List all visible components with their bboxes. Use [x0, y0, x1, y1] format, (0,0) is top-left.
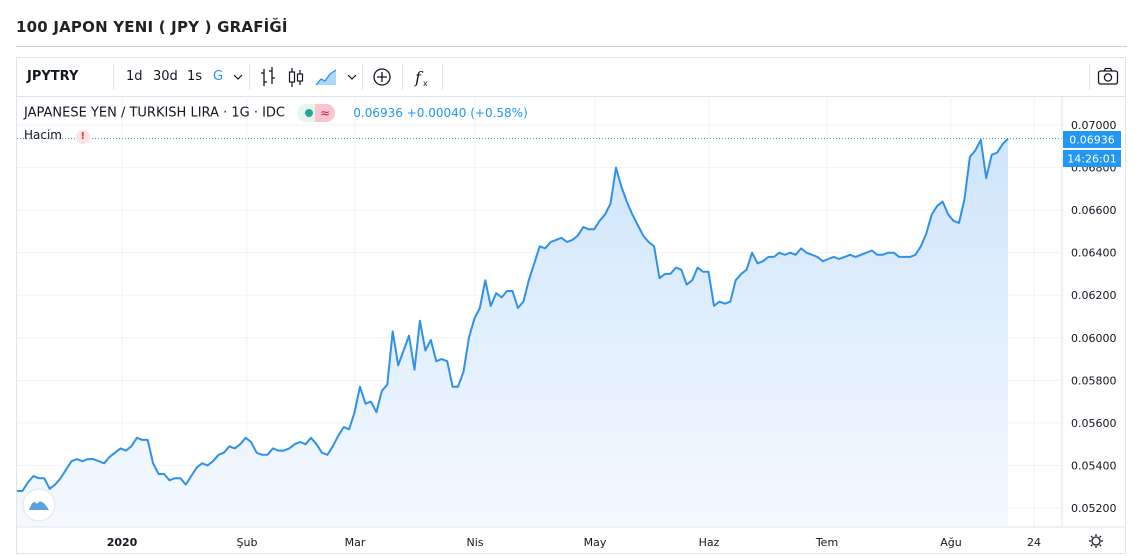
time-axis[interactable]: 2020 Şub Mar Nis May Haz Tem Ağu 24: [107, 536, 1041, 549]
x-tick-label: 24: [1027, 536, 1041, 549]
toolbar-divider: [1089, 64, 1090, 90]
y-tick-label: 0.05200: [1071, 502, 1117, 515]
toolbar-divider: [113, 64, 114, 90]
area-chart-icon[interactable]: [315, 58, 337, 96]
toolbar-divider: [249, 64, 250, 90]
x-tick-label: Tem: [815, 536, 838, 549]
chart-legend: JAPANESE YEN / TURKISH LIRA · 1G · IDC ≈…: [24, 104, 528, 122]
bar-chart-icon[interactable]: [259, 58, 277, 96]
interval-1d-button[interactable]: 1d: [126, 69, 143, 84]
volume-legend: Hacim !: [24, 128, 90, 144]
x-tick-label: 2020: [107, 536, 138, 549]
chevron-down-icon[interactable]: [233, 58, 243, 96]
x-tick-label: Mar: [345, 536, 366, 549]
camera-icon[interactable]: [1097, 58, 1119, 96]
price-axis[interactable]: 0.070000.068000.066000.064000.062000.060…: [1071, 119, 1117, 515]
y-tick-label: 0.05400: [1071, 459, 1117, 472]
legend-price: 0.06936 +0.00040 (+0.58%): [353, 105, 528, 120]
market-open-dot: [305, 109, 314, 117]
page-title: 100 JAPON YENI ( JPY ) GRAFİĞİ: [16, 18, 288, 36]
interval-30d-button[interactable]: 30d: [153, 69, 178, 84]
candlestick-icon[interactable]: [287, 58, 305, 96]
last-price-badge: 0.06936: [1063, 131, 1121, 148]
delayed-data-icon: ≈: [315, 104, 336, 122]
x-tick-label: Nis: [466, 536, 483, 549]
market-status-pill[interactable]: ≈: [297, 104, 336, 122]
y-tick-label: 0.05800: [1071, 374, 1117, 387]
volume-label[interactable]: Hacim: [24, 128, 62, 142]
time-label: 14:26:01: [1067, 153, 1116, 166]
toolbar-divider: [402, 64, 403, 90]
svg-text:x: x: [423, 79, 428, 88]
y-tick-label: 0.05600: [1071, 417, 1117, 430]
time-badge: 14:26:01: [1063, 150, 1121, 167]
chevron-down-icon[interactable]: [347, 58, 357, 96]
x-tick-label: May: [584, 536, 607, 549]
toolbar-divider: [442, 64, 443, 90]
x-tick-label: Haz: [699, 536, 720, 549]
y-tick-label: 0.07000: [1071, 119, 1117, 132]
title-divider: [16, 46, 1127, 47]
toolbar-divider: [362, 64, 363, 90]
symbol-search-button[interactable]: JPYTRY: [27, 69, 79, 84]
plus-circle-icon[interactable]: [372, 58, 392, 96]
y-tick-label: 0.06600: [1071, 204, 1117, 217]
svg-text:f: f: [414, 68, 424, 87]
price-line: [17, 137, 1009, 492]
price-area: [17, 138, 1008, 527]
x-tick-label: Şub: [237, 536, 258, 549]
interval-g-button[interactable]: G: [213, 69, 224, 84]
legend-title[interactable]: JAPANESE YEN / TURKISH LIRA · 1G · IDC: [24, 105, 286, 121]
interval-1s-button[interactable]: 1s: [187, 69, 203, 84]
warning-icon[interactable]: !: [75, 130, 90, 144]
y-tick-label: 0.06400: [1071, 247, 1117, 260]
tradingview-logo-icon[interactable]: [22, 488, 56, 522]
y-tick-label: 0.06200: [1071, 289, 1117, 302]
y-tick-label: 0.06000: [1071, 332, 1117, 345]
settings-gear-icon[interactable]: [1089, 534, 1103, 548]
x-tick-label: Ağu: [940, 536, 961, 549]
last-price-label: 0.06936: [1069, 134, 1115, 147]
